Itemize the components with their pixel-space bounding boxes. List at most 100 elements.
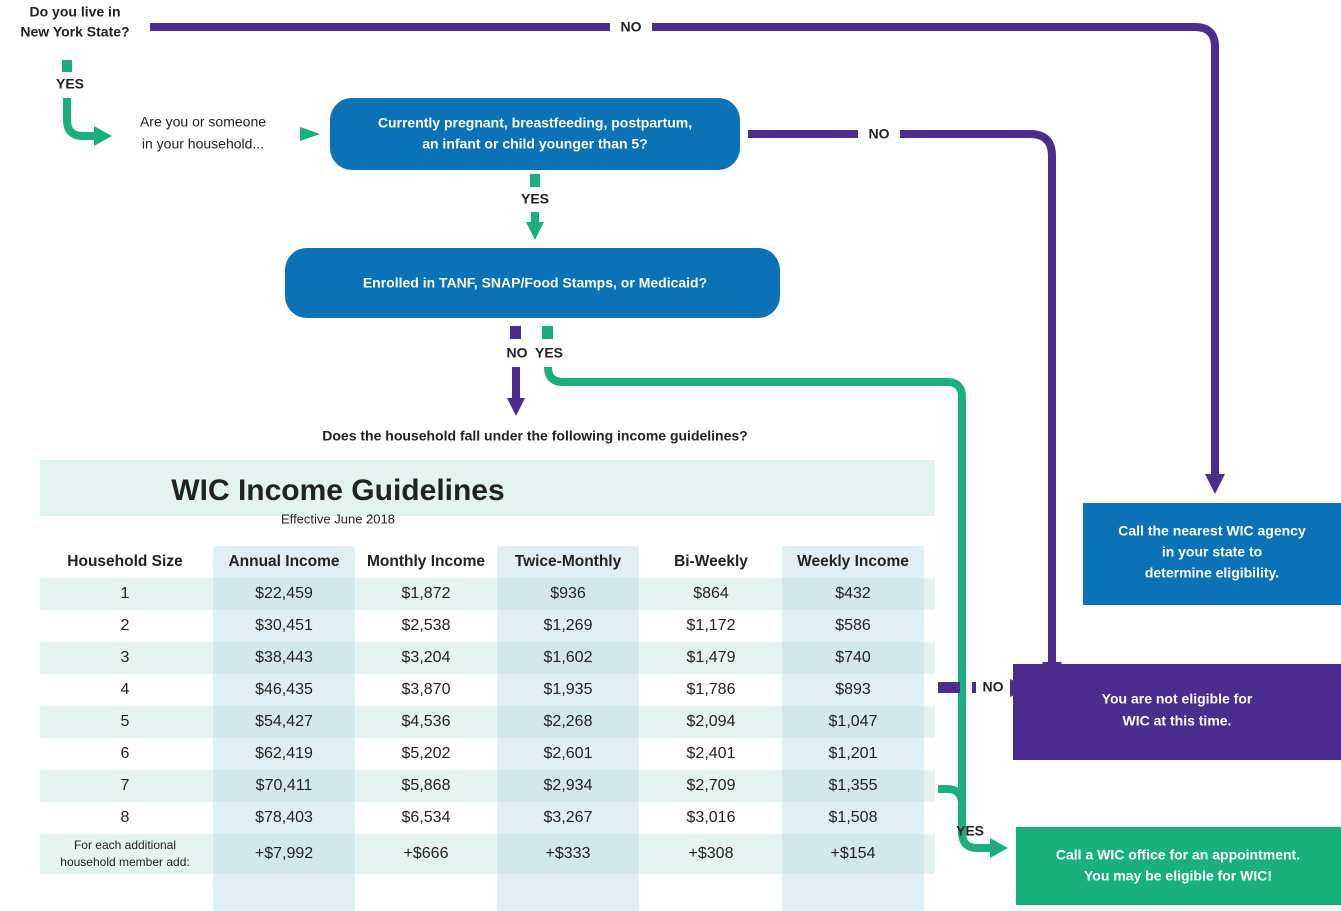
table-cell: $54,427 [255, 713, 313, 730]
connector [938, 785, 966, 805]
table-cell: +$7,992 [255, 845, 313, 862]
shape [858, 124, 900, 144]
table-cell: $864 [693, 585, 729, 602]
table-cell: $1,047 [829, 713, 878, 730]
outcome: You may be eligible for WIC! [1084, 868, 1272, 884]
arrowhead [507, 398, 525, 416]
row-label: household member add: [60, 855, 189, 869]
table-cell: $432 [835, 585, 871, 602]
table-cell: $2,709 [687, 777, 736, 794]
connector [748, 130, 1056, 664]
table-cell: $586 [835, 617, 871, 634]
column-header: Twice-Monthly [515, 553, 622, 570]
column-header: Household Size [67, 553, 183, 570]
question: New York State? [20, 24, 129, 40]
connector [150, 23, 1219, 476]
table-cell: $893 [835, 681, 871, 698]
table-cell: $3,204 [402, 649, 451, 666]
column-header: Annual Income [228, 553, 339, 570]
arrowhead [1205, 474, 1225, 494]
table-cell: $6,534 [402, 809, 451, 826]
no-label: NO [869, 126, 890, 142]
table-cell: 3 [121, 649, 130, 666]
arrowhead [94, 126, 112, 146]
outcome: You are not eligible for [1102, 691, 1253, 707]
table-cell: 7 [121, 777, 130, 794]
table-row-band [40, 674, 935, 706]
table: Household Size Annual Income Monthly Incom… [40, 546, 935, 911]
table-row-band [40, 834, 935, 874]
column-band [497, 546, 639, 911]
table-cell: $30,451 [255, 617, 313, 634]
table-row-band [40, 610, 935, 642]
arrowhead [300, 127, 320, 141]
shape [1013, 664, 1341, 760]
table-cell: $1,269 [544, 617, 593, 634]
question: Does the household fall under the follow… [322, 428, 747, 444]
table-cell: $4,536 [402, 713, 451, 730]
table-row-band [40, 738, 935, 770]
table-cell: 5 [121, 713, 130, 730]
table-cell: $5,202 [402, 745, 451, 762]
table-cell: $22,459 [255, 585, 313, 602]
table-title: WIC Income Guidelines [171, 474, 504, 507]
shape [972, 682, 976, 693]
table-cell: $38,443 [255, 649, 313, 666]
table-cell: 8 [121, 809, 130, 826]
table-cell: $1,508 [829, 809, 878, 826]
table-cell: 6 [121, 745, 130, 762]
no-label: NO [983, 679, 1004, 695]
outcome: Call the nearest WIC agency [1118, 523, 1306, 539]
outcome: WIC at this time. [1123, 713, 1232, 729]
question-box: an infant or child younger than 5? [422, 136, 648, 152]
table-row-band [40, 642, 935, 674]
table-row-band [40, 578, 935, 610]
outcome: in your state to [1162, 544, 1262, 560]
table-row-band [40, 802, 935, 834]
column-header: Bi-Weekly [674, 553, 748, 570]
no-label: NO [507, 345, 528, 361]
table-cell: $1,479 [687, 649, 736, 666]
shape [1083, 503, 1341, 605]
table-cell: $2,268 [544, 713, 593, 730]
table-cell: $1,602 [544, 649, 593, 666]
column-band [782, 546, 924, 911]
question-box: Enrolled in TANF, SNAP/Food Stamps, or M… [363, 275, 707, 291]
connector [63, 98, 96, 140]
table-cell: +$333 [546, 845, 591, 862]
table-cell: $2,601 [544, 745, 593, 762]
arrowhead [526, 222, 544, 240]
table-cell: $3,870 [402, 681, 451, 698]
table-cell: $78,403 [255, 809, 313, 826]
column-band [213, 546, 355, 911]
table-cell: $1,872 [402, 585, 451, 602]
outcome: Call a WIC office for an appointment. [1056, 847, 1300, 863]
yes-label: YES [956, 823, 984, 839]
column-header: Weekly Income [797, 553, 909, 570]
table-cell: $2,401 [687, 745, 736, 762]
table-cell: $740 [835, 649, 871, 666]
table-cell: $2,538 [402, 617, 451, 634]
shape [40, 460, 935, 516]
shape [62, 60, 72, 72]
question-box: Currently pregnant, breastfeeding, postp… [378, 115, 692, 131]
shape [510, 326, 521, 339]
table-cell: $2,934 [544, 777, 593, 794]
no-label: NO [621, 19, 642, 35]
yes-label: YES [56, 76, 84, 92]
table-cell: $1,201 [829, 745, 878, 762]
outcome: determine eligibility. [1145, 565, 1279, 581]
table-cell: 2 [121, 617, 130, 634]
table-cell: $1,786 [687, 681, 736, 698]
table-cell: $1,935 [544, 681, 593, 698]
table-cell: 4 [121, 681, 130, 698]
table-cell: $62,419 [255, 745, 313, 762]
arrowhead [990, 838, 1008, 858]
table-cell: $1,355 [829, 777, 878, 794]
prompt: Are you or someone [140, 114, 266, 130]
table-cell: 1 [121, 585, 130, 602]
shape [330, 98, 740, 170]
table-cell: $3,267 [544, 809, 593, 826]
question: Do you live in [29, 4, 120, 20]
